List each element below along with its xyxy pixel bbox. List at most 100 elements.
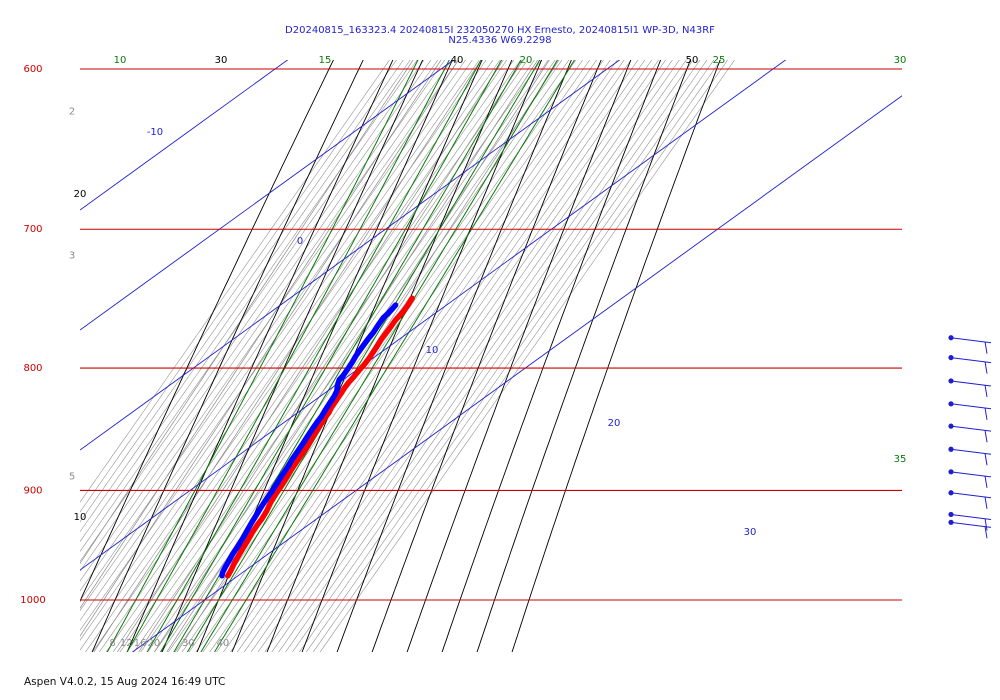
isotherm-line [80,60,466,612]
wind-barb-staff [950,380,992,387]
isotherm-line [80,60,390,503]
moist-adiabat-line [173,60,522,652]
isotherm-line [202,60,618,652]
mixing-ratio-label: 2 [69,106,75,117]
isotherm-line [292,60,708,652]
dry-adiabat-line [511,60,721,652]
chart-title-line2: N25.4336 W69.2298 [448,35,551,46]
wind-barb [948,446,992,466]
dry-adiabat-line [441,60,662,652]
isobar-label: 1000 [20,595,45,606]
wind-barb-staff [950,337,992,344]
isotherm-line [80,60,425,552]
mixing-ratio-line [153,60,539,652]
isotherm-label: 30 [182,638,195,649]
moist-adiabat-label: 20 [520,55,533,66]
dry-adiabat-line [91,60,364,652]
moist-adiabat-label: 15 [319,55,332,66]
isotherm-line [80,60,459,602]
wind-barb-staff [950,513,992,520]
isotherm-line [230,60,646,652]
wind-barb [948,511,992,531]
mixing-ratio-line [117,60,504,652]
theta-e-label: 0 [297,236,303,247]
dewpoint-trace [219,302,399,579]
dry-adiabat-line [336,60,572,652]
isotherm-line [167,60,584,652]
wind-barb-staff [950,492,992,499]
isotherm-line [112,60,528,652]
theta-e-label: -10 [147,127,163,138]
isotherm-line [243,60,659,652]
dry-adiabat-label: 30 [215,55,228,66]
wind-barb-staff [950,521,992,528]
isotherm-line [80,60,432,562]
dry-adiabat-line [476,60,691,652]
theta-e-label: 30 [744,527,757,538]
dry-adiabat-line [371,60,602,652]
isotherm-label: 16 [134,638,147,649]
isotherm-line [236,60,653,652]
theta-e-label: 20 [608,418,621,429]
software-footer: Aspen V4.0.2, 15 Aug 2024 16:49 UTC [24,676,226,688]
wind-barb-flag [984,526,988,539]
mixing-ratio-line [80,60,459,637]
theta-e-line [80,60,455,331]
dry-adiabat-line [196,60,453,652]
chart-series-layer [219,295,415,579]
wind-barb-staff [950,357,992,364]
isotherm-line [105,60,521,652]
isotherm-line [80,60,446,582]
isotherm-line [195,60,611,652]
isotherm-line [80,60,439,572]
isotherm-line [181,60,597,652]
wind-barb-flag [984,430,988,443]
isotherm-line [299,60,715,652]
theta-e-line [80,60,787,571]
isotherm-line [174,60,590,652]
isobar-label: 700 [23,224,42,235]
mixing-ratio-line [138,60,524,652]
mixing-ratio-line [93,60,482,652]
isotherm-label: 20 [148,638,161,649]
wind-barb [948,378,992,398]
temperature-trace [225,295,415,579]
isotherm-line [216,60,632,652]
wind-barb [948,335,992,354]
wind-barb [948,490,992,509]
isotherm-line [80,60,487,641]
wind-barb-flag [984,475,988,488]
dry-adiabat-label: 10 [74,512,87,523]
wind-barb-flag [984,518,988,531]
isotherm-line [305,60,722,652]
moist-adiabat-line [126,60,450,652]
isotherm-line [250,60,666,652]
wind-barb-staff [950,403,992,410]
dry-adiabat-label: 20 [74,189,87,200]
dry-adiabat-line [161,60,424,652]
moist-adiabat-label: 35 [894,454,907,465]
mixing-ratio-label: 3 [69,251,75,262]
isobar-label: 600 [23,64,42,75]
wind-barb [948,469,992,488]
isotherm-line [80,60,480,631]
dry-adiabat-label: 40 [451,55,464,66]
wind-barb-flag [984,453,988,466]
wind-barb-staff [950,448,992,455]
wind-barb-column [948,335,992,539]
isotherm-line [257,60,673,652]
isotherm-line [278,60,694,652]
wind-barb-flag [984,384,988,398]
wind-barb-flag [984,407,988,420]
dry-adiabat-line [126,60,394,652]
isotherm-line [80,60,473,621]
wind-barb [948,519,992,539]
isotherm-label: 40 [217,638,230,649]
isobar-label: 900 [23,485,42,496]
wind-barb-staff [950,425,992,432]
isotherm-line [319,60,735,652]
dry-adiabat-line [80,60,334,603]
wind-barb [948,354,992,374]
chart-title-line1: D20240815_163323.4 20240815I 232050270 H… [285,25,715,36]
